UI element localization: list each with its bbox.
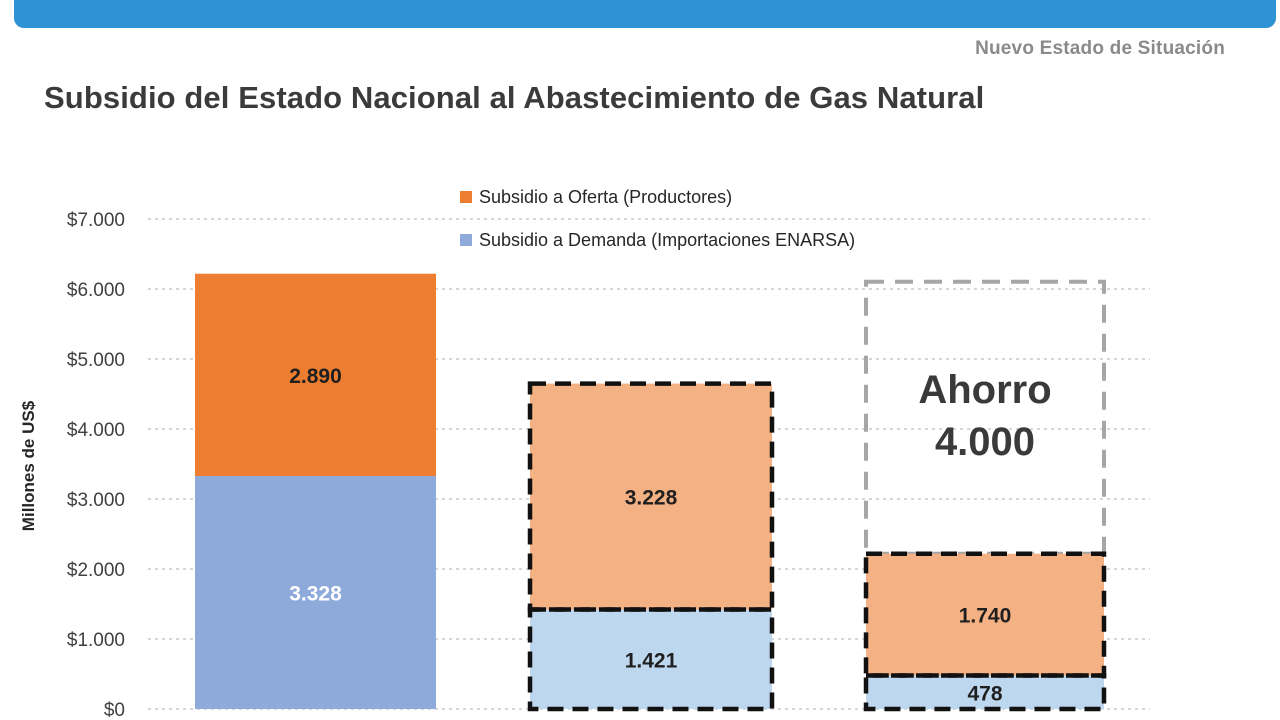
savings-label: Ahorro	[918, 368, 1051, 412]
y-tick-label: $6.000	[67, 280, 125, 301]
bar-oferta	[866, 553, 1104, 676]
data-label-oferta: 1.740	[959, 605, 1012, 628]
slide-subtitle: Nuevo Estado de Situación	[975, 38, 1225, 59]
y-tick-label: $1.000	[67, 630, 125, 651]
legend-label-oferta: Subsidio a Oferta (Productores)	[479, 187, 732, 207]
y-tick-label: $7.000	[67, 210, 125, 231]
legend-label-demanda: Subsidio a Demanda (Importaciones ENARSA…	[479, 230, 855, 250]
bar-demanda-outline	[527, 607, 775, 712]
y-axis-label: Millones de US$	[19, 400, 38, 531]
y-tick-label: $4.000	[67, 420, 125, 441]
savings-value: 4.000	[935, 420, 1035, 464]
bar-demanda	[195, 476, 436, 709]
data-label-demanda: 1.421	[625, 649, 678, 672]
bar-oferta	[195, 273, 436, 477]
bar-oferta	[530, 383, 772, 610]
bar-demanda	[530, 609, 772, 709]
data-label-demanda: 478	[967, 682, 1002, 705]
y-tick-label: $5.000	[67, 350, 125, 371]
y-tick-label: $0	[104, 700, 125, 720]
legend-swatch-demanda	[460, 234, 472, 246]
y-tick-label: $2.000	[67, 560, 125, 581]
data-label-oferta: 2.890	[289, 365, 342, 388]
bar-demanda-outline	[863, 673, 1107, 712]
bar-demanda	[866, 675, 1104, 709]
bar-oferta-outline	[527, 381, 775, 612]
header-band: ✲	[14, 0, 1276, 28]
bar-oferta-outline	[863, 551, 1107, 678]
slide-title: Subsidio del Estado Nacional al Abasteci…	[44, 80, 985, 115]
data-label-oferta: 3.228	[625, 487, 678, 510]
data-label-demanda: 3.328	[289, 583, 342, 606]
legend-swatch-oferta	[460, 191, 472, 203]
y-tick-label: $3.000	[67, 490, 125, 511]
savings-outline	[864, 279, 1106, 556]
